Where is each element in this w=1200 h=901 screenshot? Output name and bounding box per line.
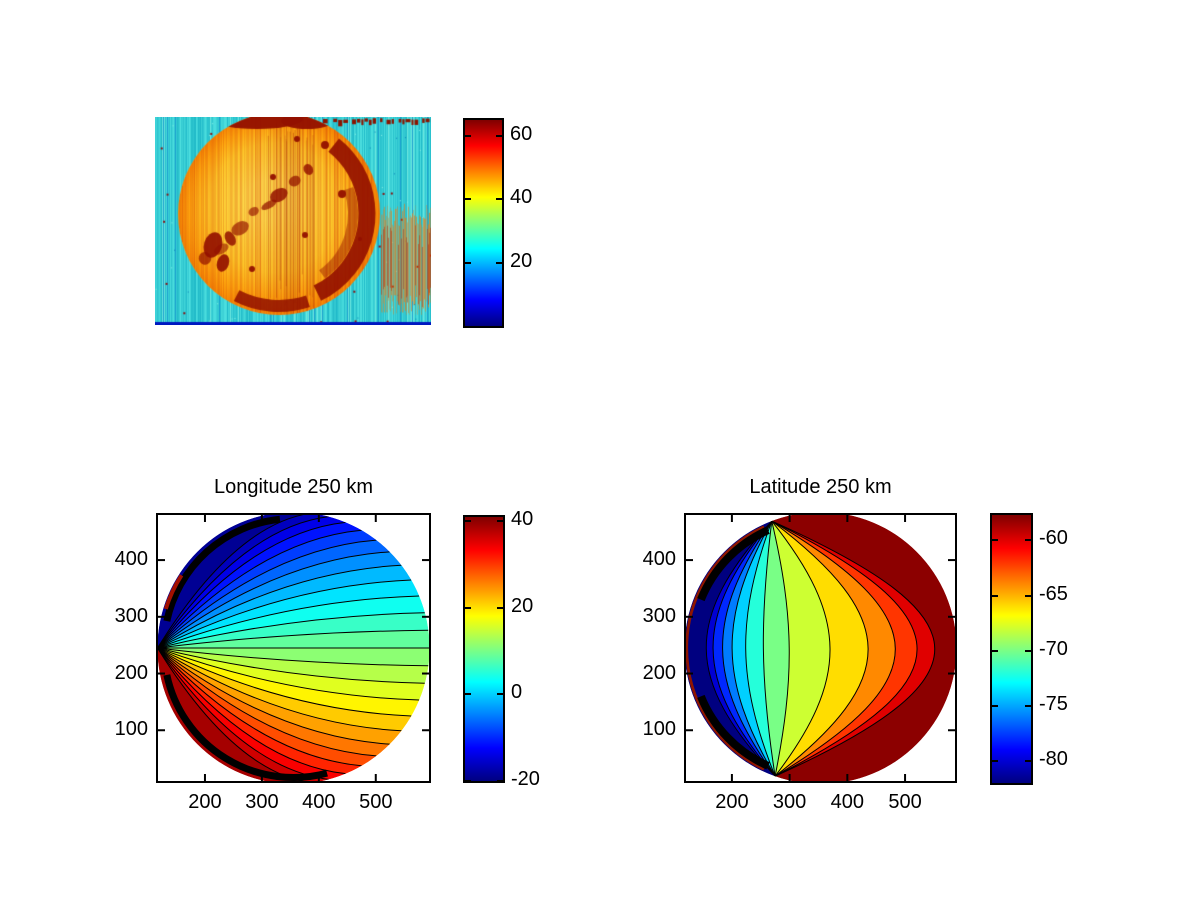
- x-tick-label: 300: [772, 791, 807, 813]
- colorbar-tick: [465, 606, 471, 609]
- latitude-disk: [684, 513, 957, 783]
- colorbar-tick: [992, 704, 998, 707]
- colorbar-thermal-gradient: [465, 120, 502, 326]
- x-tick-label: 500: [359, 791, 393, 813]
- y-tick-label: 200: [114, 661, 148, 684]
- colorbar-longitude: [463, 515, 505, 783]
- longitude-contour-plot: [156, 513, 431, 783]
- colorbar-tick: [992, 759, 998, 762]
- colorbar-tick-label: 40: [510, 186, 533, 209]
- colorbar-tick-label: -70: [1039, 637, 1068, 660]
- colorbar-tick: [465, 780, 471, 782]
- colorbar-tick: [497, 520, 503, 523]
- x-tick-label: 400: [830, 791, 865, 813]
- colorbar-tick-label: -65: [1039, 582, 1068, 605]
- colorbar-tick: [465, 520, 471, 523]
- colorbar-tick: [496, 134, 502, 137]
- colorbar-thermal: [463, 118, 504, 328]
- colorbar-tick: [465, 134, 471, 137]
- latitude-title: Latitude 250 km: [749, 476, 892, 498]
- y-tick-label: 400: [114, 548, 148, 571]
- colorbar-tick: [497, 606, 503, 609]
- longitude-disk: [157, 513, 430, 783]
- colorbar-tick: [496, 198, 502, 201]
- x-tick-label: 400: [302, 791, 336, 813]
- colorbar-tick-label: 60: [510, 122, 533, 145]
- colorbar-latitude: [990, 513, 1033, 785]
- y-tick-label: 100: [642, 718, 676, 741]
- colorbar-tick: [465, 693, 471, 696]
- colorbar-tick: [1025, 594, 1031, 597]
- longitude-title: Longitude 250 km: [213, 476, 373, 498]
- colorbar-tick-label: 20: [510, 249, 533, 272]
- colorbar-tick: [1025, 649, 1031, 652]
- x-tick-label: 200: [188, 791, 222, 813]
- colorbar-longitude-gradient: [465, 517, 503, 781]
- colorbar-tick-label: -80: [1039, 747, 1068, 770]
- colorbar-tick: [1025, 539, 1031, 542]
- colorbar-tick-label: 20: [511, 594, 534, 617]
- colorbar-tick-label: -75: [1039, 692, 1068, 715]
- thermal-image: [155, 117, 431, 325]
- colorbar-tick-label: -60: [1039, 527, 1068, 550]
- colorbar-tick-label: 40: [511, 508, 534, 531]
- colorbar-tick: [992, 649, 998, 652]
- colorbar-tick: [1025, 759, 1031, 762]
- latitude-contour-plot: [684, 513, 957, 783]
- colorbar-tick-label: -20: [511, 768, 540, 790]
- colorbar-tick: [497, 780, 503, 782]
- x-tick-label: 300: [245, 791, 279, 813]
- x-tick-label: 500: [888, 791, 922, 813]
- colorbar-tick: [465, 198, 471, 201]
- colorbar-tick: [992, 594, 998, 597]
- y-tick-label: 400: [642, 548, 676, 571]
- colorbar-tick: [496, 261, 502, 264]
- y-tick-label: 100: [114, 718, 148, 741]
- colorbar-tick: [465, 261, 471, 264]
- y-tick-label: 200: [642, 661, 676, 684]
- x-tick-label: 200: [715, 791, 749, 813]
- y-tick-label: 300: [114, 604, 148, 627]
- colorbar-tick: [992, 539, 998, 542]
- colorbar-latitude-gradient: [992, 515, 1031, 783]
- colorbar-tick-label: 0: [511, 681, 523, 704]
- colorbar-tick: [1025, 704, 1031, 707]
- y-tick-label: 300: [642, 604, 676, 627]
- colorbar-tick: [497, 693, 503, 696]
